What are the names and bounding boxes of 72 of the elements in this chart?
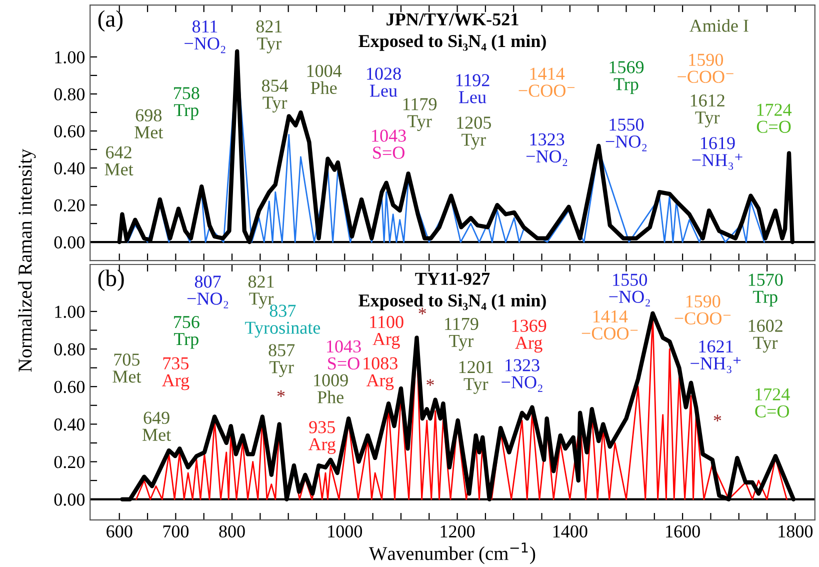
x-tick-label: 800 <box>219 525 245 538</box>
x-tick-label: 1600 <box>666 525 700 538</box>
annotation: 1323 −NO₂ <box>526 133 568 166</box>
annotation: 735 Arg <box>162 357 190 390</box>
y-axis-title: Normalized Raman intensity <box>18 148 36 372</box>
y-tick-label: 0.20 <box>54 456 85 468</box>
annotation: * <box>714 414 722 422</box>
annotation: 854 Tyr <box>262 80 288 113</box>
annotation: 1323 −NO₂ <box>502 359 542 392</box>
annotation: 1619 −NH₃⁺ <box>692 137 742 170</box>
annotation: 1612 Tyr <box>690 94 724 128</box>
annotation: 698 Met <box>134 109 164 138</box>
annotation: 1590 −COO⁻ <box>674 295 731 324</box>
y-tick-label: 0.60 <box>54 125 85 138</box>
annotation: * <box>277 390 285 397</box>
annotation: (b) <box>98 270 124 292</box>
y-tick-label: 0.40 <box>54 418 85 431</box>
annotation: 1043 S=O <box>372 130 406 159</box>
annotation: 1009 Phe <box>314 374 348 404</box>
annotation: 811 −NO₂ <box>184 20 226 54</box>
annotation: 1569 Trp <box>610 61 644 94</box>
annotation: 821 Tyr <box>256 20 282 54</box>
annotation: 1205 Tyr <box>457 116 491 150</box>
y-tick-label: 0.60 <box>54 380 85 394</box>
annotation: 1590 −COO⁻ <box>678 54 734 83</box>
annotation: 756 Trp <box>174 316 200 349</box>
y-tick-label: 0.00 <box>54 236 85 249</box>
annotation: Amide I <box>690 19 748 32</box>
x-tick-label: 600 <box>106 525 132 538</box>
chart-title: TY11-927 <box>415 272 490 285</box>
y-tick-label: 0.00 <box>54 494 85 506</box>
annotation: 1028 Leu <box>367 68 401 97</box>
y-tick-label: 1.00 <box>55 51 85 64</box>
annotation: 642 Met <box>104 146 134 176</box>
x-tick-label: 1200 <box>440 525 475 538</box>
annotation: 1621 −NH₃⁺ <box>690 340 741 374</box>
annotation: 1414 −COO⁻ <box>518 68 575 97</box>
annotation: 1414 −COO⁻ <box>582 310 638 340</box>
annotation: 1369 Arg <box>512 320 546 353</box>
annotation: 1550 −NO₂ <box>606 118 647 152</box>
annotation: 705 Met <box>112 354 142 383</box>
x-axis-title: Wavenumber (cm$^{−1}$) <box>368 542 536 564</box>
annotation: 1201 Tyr <box>459 361 493 394</box>
annotation: 807 −NO₂ <box>187 276 228 308</box>
annotation: 1004 Phe <box>307 64 342 94</box>
x-tick-label: 700 <box>163 525 189 538</box>
y-tick-label: 0.40 <box>54 162 85 175</box>
annotation: 1179 Tyr <box>445 318 478 351</box>
y-tick-label: 0.80 <box>54 343 85 356</box>
y-tick-label: 0.20 <box>54 199 85 212</box>
annotation: * <box>426 379 434 386</box>
annotation: 1100 Arg <box>370 316 404 349</box>
x-tick-label: 1800 <box>778 525 813 538</box>
text: Exposed to Si₃N₄ (1 min) <box>358 34 546 51</box>
annotation: 1043 S=O <box>327 340 361 370</box>
annotation: 857 Tyr <box>268 344 295 378</box>
annotation: 1083 Arg <box>364 357 398 390</box>
y-tick-label: 1.00 <box>55 306 85 318</box>
annotation: 1724 C=O <box>755 388 790 418</box>
annotation: (a) <box>98 10 123 32</box>
annotation: 1602 Tyr <box>748 320 782 353</box>
x-tick-label: 1000 <box>328 525 362 538</box>
annotation: 1550 −NO₂ <box>609 274 650 306</box>
x-tick-label: 1400 <box>553 525 588 538</box>
annotation: 1724 C=O <box>756 104 792 133</box>
annotation: 1570 Trp <box>748 274 783 307</box>
chart-title: JPN/TY/WK-521 <box>386 13 518 26</box>
annotation: 758 Trp <box>174 87 200 120</box>
annotation: 1192 Leu <box>456 74 490 104</box>
annotation: 649 Met <box>142 412 171 441</box>
annotation: 935 Arg <box>308 421 336 454</box>
y-tick-label: 0.80 <box>54 88 85 100</box>
